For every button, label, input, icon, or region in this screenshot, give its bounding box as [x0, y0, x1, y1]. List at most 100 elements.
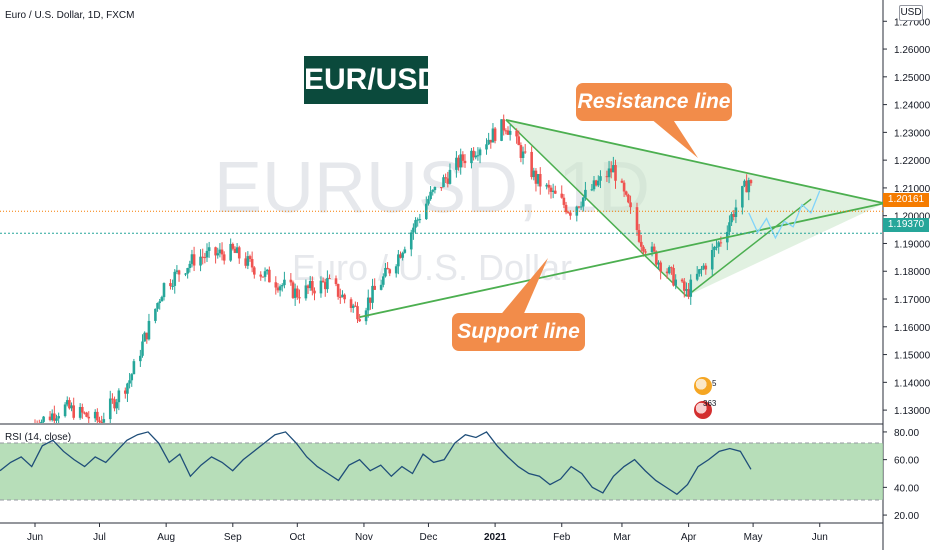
down-candle	[274, 282, 278, 288]
down-candle	[519, 145, 523, 158]
down-candle	[72, 405, 75, 418]
time-tick-label: Mar	[613, 532, 631, 543]
up-candle	[590, 189, 594, 191]
price-tick-label: 1.13000	[894, 406, 931, 417]
trend-lines	[359, 118, 885, 318]
up-candle	[366, 297, 370, 311]
price-tick-label: 1.18000	[894, 267, 931, 278]
triangle-fill	[505, 119, 885, 297]
down-candle	[96, 411, 99, 421]
up-candle	[265, 269, 269, 272]
down-candle	[704, 265, 708, 270]
down-candle	[624, 191, 628, 195]
down-candle	[672, 267, 675, 286]
down-candle	[644, 251, 647, 253]
up-candle	[93, 411, 97, 419]
down-candle	[609, 168, 613, 173]
up-candle	[190, 254, 194, 264]
up-candle	[448, 169, 452, 184]
title-badge: EUR/USD	[304, 56, 439, 104]
time-tick-label: Aug	[157, 532, 175, 543]
up-candle	[139, 355, 142, 362]
rsi-title: RSI (14, close)	[5, 432, 72, 443]
rsi-tick-label: 60.00	[894, 456, 919, 467]
down-candle	[564, 204, 568, 213]
up-candle	[485, 144, 488, 150]
support-label-pointer	[498, 258, 548, 318]
down-candle	[614, 165, 617, 181]
down-candle	[569, 212, 572, 216]
down-candle	[594, 180, 598, 186]
price-tick-label: 1.22000	[894, 156, 931, 167]
eu-flag-event-icon[interactable]	[694, 401, 712, 419]
down-candle	[250, 258, 254, 268]
up-candle	[319, 280, 323, 294]
up-candle	[401, 252, 404, 258]
up-candle	[186, 268, 189, 274]
price-tick-label: 1.14000	[894, 378, 931, 389]
down-candle	[493, 128, 497, 141]
resistance-label: Resistance line	[576, 83, 732, 121]
up-candle	[581, 197, 585, 207]
down-candle	[169, 283, 172, 287]
down-candle	[373, 285, 376, 290]
price-tick-label: 1.19000	[894, 239, 931, 250]
up-candle	[429, 191, 432, 200]
up-candle	[158, 301, 161, 304]
up-candle	[545, 184, 548, 187]
time-tick-label: Feb	[553, 532, 571, 543]
up-candle	[702, 265, 705, 269]
down-candle	[339, 296, 342, 298]
event-text-2: 363	[703, 399, 717, 408]
down-candle	[253, 267, 256, 275]
down-candle	[463, 160, 467, 164]
down-candle	[343, 294, 346, 300]
down-candle	[298, 297, 301, 299]
up-candle	[397, 254, 400, 267]
down-candle	[560, 193, 564, 198]
currency-tag[interactable]: USD	[899, 5, 923, 21]
resistance-label-pointer	[650, 118, 698, 158]
down-candle	[177, 270, 181, 275]
down-candle	[83, 412, 86, 414]
down-candle	[655, 251, 658, 265]
up-candle	[175, 270, 179, 272]
up-candle	[205, 250, 209, 258]
down-candle	[745, 180, 748, 193]
down-candle	[446, 178, 450, 184]
down-candle	[554, 190, 557, 194]
us-flag-event-icon[interactable]	[694, 377, 712, 395]
up-candle	[394, 266, 398, 274]
up-candle	[141, 341, 144, 356]
down-candle	[220, 249, 224, 255]
up-candle	[293, 288, 297, 298]
up-candle	[162, 283, 166, 298]
down-candle	[261, 276, 265, 278]
down-candle	[85, 412, 88, 417]
up-candle	[730, 214, 733, 223]
time-tick-label: May	[744, 532, 763, 543]
up-candle	[171, 285, 174, 287]
time-tick-label: Nov	[355, 532, 373, 543]
resistance-trend-line[interactable]	[505, 118, 885, 205]
up-candle	[431, 190, 435, 192]
time-tick-label: Jun	[812, 532, 828, 543]
up-candle	[351, 305, 355, 308]
down-candle	[386, 267, 389, 270]
down-candle	[635, 207, 639, 231]
price-tick-label: 1.17000	[894, 295, 931, 306]
down-candle	[100, 422, 103, 423]
down-candle	[719, 242, 723, 244]
down-candle	[336, 284, 340, 297]
price-tick-label: 1.15000	[894, 351, 931, 362]
down-candle	[687, 289, 690, 297]
up-candle	[126, 383, 129, 394]
down-candle	[640, 241, 643, 247]
down-candle	[670, 267, 673, 269]
rsi-band	[0, 443, 883, 500]
down-candle	[457, 157, 460, 168]
up-candle	[199, 256, 202, 266]
up-candle	[427, 199, 430, 204]
support-trend-line[interactable]	[359, 202, 885, 318]
